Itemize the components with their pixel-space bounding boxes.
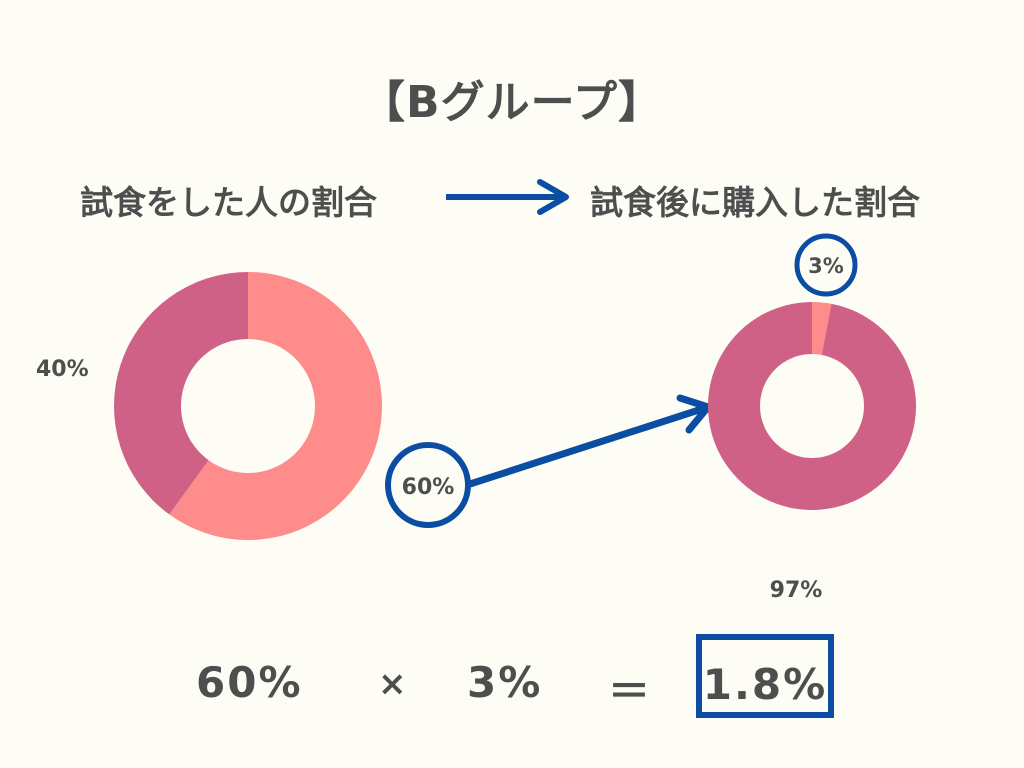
page-title: 【Bグループ】 [361, 77, 663, 128]
formula-result: 1.8% [702, 660, 828, 709]
formula-result-box: 1.8% [696, 634, 834, 718]
slice-label-40: 40% [36, 357, 89, 382]
donut-slice-0-0 [169, 272, 382, 540]
connector-arrow [468, 404, 707, 488]
formula-purchase-rate: 3% [467, 658, 543, 707]
donut-chart-trial [113, 272, 382, 540]
formula-trial-rate: 60% [196, 658, 303, 707]
formula-times-sign: × [378, 664, 409, 704]
donut-slice-0-1 [113, 272, 249, 515]
heading-purchase-rate: 試食後に購入した割合 [590, 183, 920, 222]
slice-label-97: 97% [770, 578, 823, 603]
heading-trial-rate: 試食をした人の割合 [80, 183, 377, 222]
donut-chart-purchase [708, 302, 916, 511]
header-arrow-head [537, 179, 569, 215]
connector-arrow-head [676, 394, 712, 434]
slice-label-3: 3% [808, 254, 844, 278]
highlight-circle-60 [385, 442, 471, 528]
donut-slice-1-0 [812, 302, 832, 355]
formula-equals-sign: ＝ [608, 667, 653, 716]
highlight-circle-3 [794, 233, 858, 297]
slice-label-60: 60% [402, 475, 455, 500]
donut-slice-1-1 [708, 302, 916, 511]
